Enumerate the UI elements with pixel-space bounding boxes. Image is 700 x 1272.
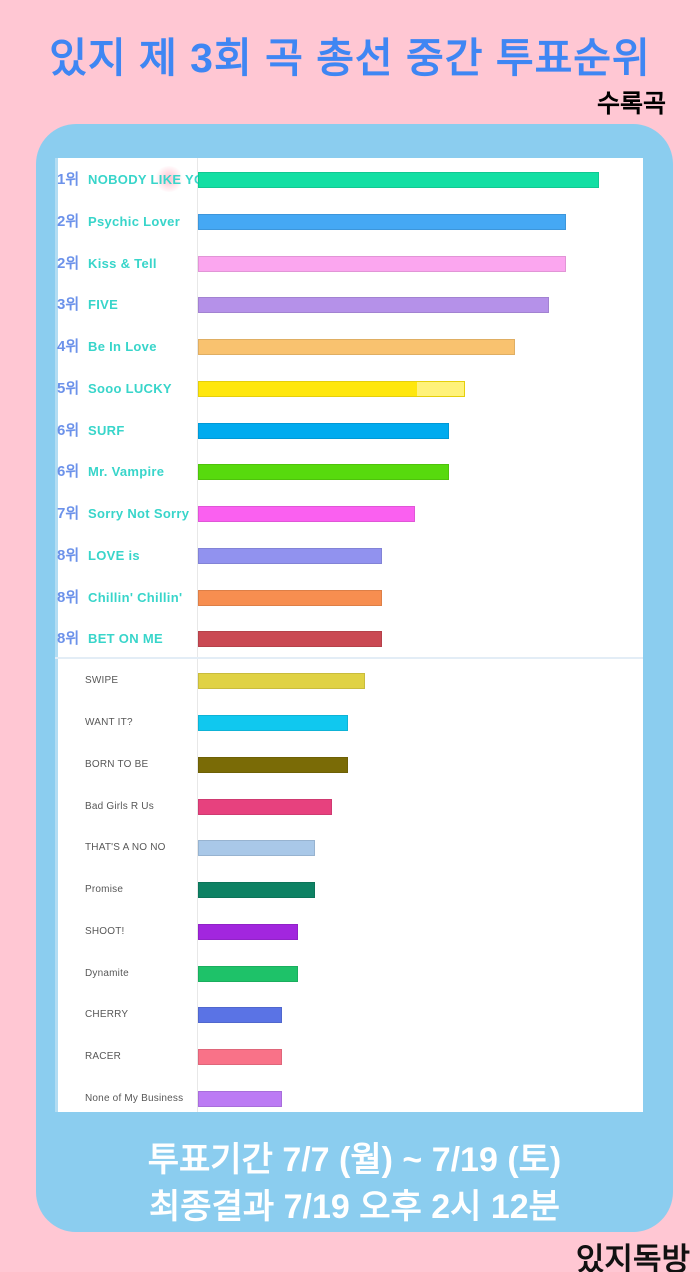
chart-row: Dynamite [55, 966, 643, 982]
bar [198, 673, 365, 689]
bar [198, 256, 566, 272]
rank-label: 6위 [57, 463, 80, 480]
bar [198, 590, 382, 606]
chart-axis-line [197, 158, 198, 1112]
chart-row: CHERRY [55, 1007, 643, 1023]
song-label: THAT'S A NO NO [85, 842, 166, 853]
chart-left-accent-line [55, 158, 58, 1112]
bar [198, 339, 515, 355]
bar [198, 1007, 282, 1023]
chart-row: 6위 SURF [55, 423, 643, 439]
song-label: CHERRY [85, 1009, 129, 1020]
song-label: Dynamite [85, 968, 129, 979]
chart-row: 8위 LOVE is [55, 548, 643, 564]
final-result-text: 최종결과 7/19 오후 2시 12분 [149, 1188, 560, 1226]
song-label: NOBODY LIKE YOU [88, 172, 215, 187]
song-label: Be In Love [88, 339, 157, 354]
chart-row: 8위 Chillin' Chillin' [55, 590, 643, 606]
rank-label: 3위 [57, 296, 80, 313]
chart-row: SWIPE [55, 673, 643, 689]
song-label: SURF [88, 423, 125, 438]
chart-row: 2위 Psychic Lover [55, 214, 643, 230]
chart-row: 7위 Sorry Not Sorry [55, 506, 643, 522]
chart-row: RACER [55, 1049, 643, 1065]
song-label: Sorry Not Sorry [88, 506, 190, 521]
bar [198, 924, 298, 940]
bar [198, 548, 382, 564]
bar [198, 1091, 282, 1107]
bar-chart: 1위 NOBODY LIKE YOU 2위 Psychic Lover 2위 K… [55, 158, 643, 1112]
chart-row: Bad Girls R Us [55, 799, 643, 815]
song-label: None of My Business [85, 1093, 184, 1104]
bar [198, 882, 315, 898]
bar [198, 840, 315, 856]
rank-label: 6위 [57, 422, 80, 439]
rank-label: 2위 [57, 213, 80, 230]
rank-label: 4위 [57, 338, 80, 355]
song-label: SWIPE [85, 675, 119, 686]
song-label: FIVE [88, 297, 119, 312]
chart-row: 2위 Kiss & Tell [55, 256, 643, 272]
rank-label: 5위 [57, 380, 80, 397]
bar-highlight-tip [417, 382, 464, 396]
rank-label: 8위 [57, 630, 80, 647]
song-label: Sooo LUCKY [88, 381, 172, 396]
bar [198, 464, 449, 480]
chart-row: 4위 Be In Love [55, 339, 643, 355]
bar [198, 214, 566, 230]
bar [198, 631, 382, 647]
rank-label: 2위 [57, 255, 80, 272]
vote-period-text: 투표기간 7/7 (월) ~ 7/19 (토) [147, 1141, 562, 1179]
page-subtitle: 수록곡 [596, 90, 666, 118]
chart-row: 3위 FIVE [55, 297, 643, 313]
song-label: Kiss & Tell [88, 256, 157, 271]
credit-text: 있지독방 [575, 1242, 690, 1272]
song-label: Promise [85, 884, 124, 895]
bar [198, 172, 599, 188]
bar [198, 757, 348, 773]
song-label: Bad Girls R Us [85, 801, 154, 812]
rank-label: 7위 [57, 505, 80, 522]
rank-label: 8위 [57, 589, 80, 606]
bar [198, 715, 348, 731]
song-label: RACER [85, 1051, 122, 1062]
bar [198, 966, 298, 982]
song-label: WANT IT? [85, 717, 133, 728]
page-title: 있지 제 3회 곡 총선 중간 투표순위 [49, 35, 651, 81]
bar [198, 1049, 282, 1065]
rank-label: 8위 [57, 547, 80, 564]
bar [198, 423, 449, 439]
chart-panel: 1위 NOBODY LIKE YOU 2위 Psychic Lover 2위 K… [36, 124, 673, 1232]
song-label: BET ON ME [88, 631, 163, 646]
chart-row: 8위 BET ON ME [55, 631, 643, 647]
chart-row: SHOOT! [55, 924, 643, 940]
rank-label: 1위 [57, 171, 80, 188]
song-label: LOVE is [88, 548, 140, 563]
bar [198, 381, 465, 397]
chart-row: 5위 Sooo LUCKY [55, 381, 643, 397]
song-label: Chillin' Chillin' [88, 590, 183, 605]
song-label: Mr. Vampire [88, 464, 165, 479]
watermark-sticker [154, 166, 184, 192]
chart-row: WANT IT? [55, 715, 643, 731]
chart-row: 6위 Mr. Vampire [55, 464, 643, 480]
bar [198, 297, 549, 313]
chart-row: BORN TO BE [55, 757, 643, 773]
chart-row: Promise [55, 882, 643, 898]
song-label: BORN TO BE [85, 759, 149, 770]
chart-row: None of My Business [55, 1091, 643, 1107]
chart-row: 1위 NOBODY LIKE YOU [55, 172, 643, 188]
bar [198, 506, 415, 522]
section-divider-line [55, 657, 643, 659]
chart-row: THAT'S A NO NO [55, 840, 643, 856]
song-label: Psychic Lover [88, 214, 181, 229]
song-label: SHOOT! [85, 926, 125, 937]
bar [198, 799, 332, 815]
